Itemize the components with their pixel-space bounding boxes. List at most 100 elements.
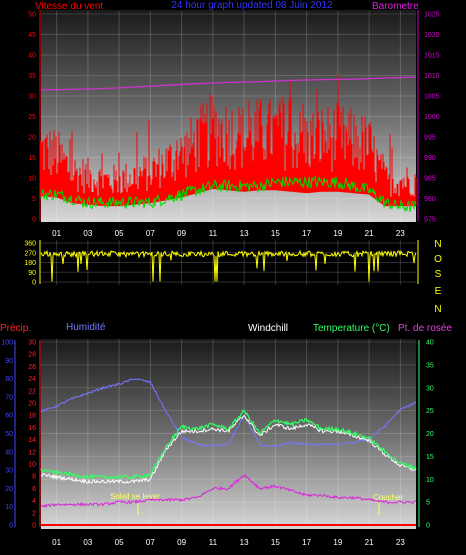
wind-direction-series: [40, 249, 417, 282]
barometer-axis-tick: 1015: [424, 53, 440, 60]
temp-x-tick: 07: [146, 538, 155, 547]
direction-axis-tick: 180: [24, 260, 36, 267]
temp-x-tick: 13: [240, 538, 249, 547]
wind-axis-tick: 45: [28, 32, 36, 39]
wind-x-tick: 11: [209, 229, 218, 238]
barometer-series: [40, 76, 417, 91]
precip-axis-tick: 6: [32, 486, 36, 493]
barometer-axis-tick: 995: [424, 135, 436, 142]
temperature-label: Temperature (°C): [313, 323, 390, 334]
humidity-axis-tick: 80: [5, 376, 13, 383]
barometer-axis-tick: 1020: [424, 32, 440, 39]
temp-x-tick: 09: [177, 538, 186, 547]
precip-axis-tick: 8: [32, 474, 36, 481]
wind-axis-tick: 15: [28, 155, 36, 162]
temp-x-tick: 23: [396, 538, 405, 547]
precip-axis-tick: 2: [32, 510, 36, 517]
humidity-series: [40, 378, 417, 448]
sunset-label: Coucher: [373, 493, 404, 502]
humidity-label: Humidité: [66, 322, 106, 333]
sunrise-label: Soleil se lever: [110, 492, 160, 501]
wind-axis-tick: 50: [28, 12, 36, 19]
temp-x-tick: 21: [365, 538, 374, 547]
temp-x-tick: 03: [83, 538, 92, 547]
wind-axis-tick: 30: [28, 94, 36, 101]
barometer-axis-tick: 1000: [424, 114, 440, 121]
precip-axis-tick: 16: [28, 425, 36, 432]
wind-axis-tick: 35: [28, 73, 36, 80]
precip-axis-tick: 4: [32, 498, 36, 505]
precip-axis-tick: 10: [28, 462, 36, 469]
precip-axis-tick: 12: [28, 449, 36, 456]
temperature-axis-tick: 30: [426, 385, 434, 392]
humidity-axis-tick: 10: [5, 504, 13, 511]
temperature-axis-tick: 35: [426, 362, 434, 369]
wind-axis-tick: 0: [32, 217, 36, 224]
humidity-axis-tick: 40: [5, 449, 13, 456]
humidity-axis-tick: 100: [1, 340, 13, 347]
wind-gust-series: [40, 74, 417, 207]
wind-axis-tick: 20: [28, 135, 36, 142]
direction-letter-n-top: N: [434, 239, 441, 250]
barometer-axis-tick: 985: [424, 176, 436, 183]
direction-axis-tick: 360: [24, 241, 36, 248]
precip-axis-tick: 22: [28, 388, 36, 395]
barometer-axis-tick: 1005: [424, 94, 440, 101]
wind-speed-label: Vitesse du vent: [35, 1, 103, 12]
temperature-axis-tick: 0: [426, 523, 430, 530]
precip-axis-tick: 24: [28, 376, 36, 383]
windchill-series: [40, 414, 417, 485]
barometer-label: Barometre: [372, 1, 419, 12]
precip-axis-tick: 26: [28, 364, 36, 371]
wind-x-tick: 17: [302, 229, 311, 238]
temp-x-tick: 15: [271, 538, 280, 547]
direction-axis-tick: 90: [28, 270, 36, 277]
direction-letter-n-bottom: N: [434, 304, 441, 315]
temp-x-tick: 11: [209, 538, 218, 547]
humidity-axis-tick: 60: [5, 413, 13, 420]
wind-x-tick: 03: [83, 229, 92, 238]
wind-axis-tick: 25: [28, 114, 36, 121]
temperature-axis-tick: 25: [426, 408, 434, 415]
barometer-axis-tick: 980: [424, 196, 436, 203]
temp-x-tick: 01: [52, 538, 61, 547]
precip-label: Précip.: [0, 323, 31, 334]
direction-axis-tick: 270: [24, 250, 36, 257]
humidity-axis-tick: 90: [5, 358, 13, 365]
precip-axis-tick: 14: [28, 437, 36, 444]
direction-axis-tick: 0: [32, 280, 36, 287]
direction-letter-s: S: [435, 269, 442, 280]
windchill-label: Windchill: [248, 323, 288, 334]
barometer-axis-tick: 990: [424, 155, 436, 162]
temperature-axis-tick: 20: [426, 431, 434, 438]
barometer-axis-tick: 975: [424, 217, 436, 224]
temp-x-tick: 19: [333, 538, 342, 547]
humidity-axis-tick: 70: [5, 394, 13, 401]
wind-axis-tick: 40: [28, 53, 36, 60]
precip-axis-tick: 28: [28, 352, 36, 359]
wind-average-series: [40, 175, 417, 213]
wind-x-tick: 07: [146, 229, 155, 238]
temperature-series: [40, 409, 417, 481]
series-lines: [40, 74, 417, 526]
axis-ticks: 0510152025303540455097598098599099510001…: [1, 10, 440, 547]
temperature-axis-tick: 10: [426, 477, 434, 484]
wind-x-tick: 23: [396, 229, 405, 238]
wind-x-tick: 01: [52, 229, 61, 238]
precip-axis-tick: 30: [28, 340, 36, 347]
direction-letter-e: E: [435, 286, 442, 297]
precip-axis-tick: 20: [28, 401, 36, 408]
humidity-axis-tick: 20: [5, 486, 13, 493]
temperature-axis-tick: 40: [426, 340, 434, 347]
humidity-axis-tick: 0: [9, 523, 13, 530]
temp-x-tick: 17: [302, 538, 311, 547]
barometer-axis-tick: 1010: [424, 73, 440, 80]
direction-letter-o: O: [434, 254, 442, 265]
graph-title: 24 hour graph updated 08 Juin 2012: [171, 0, 333, 11]
wind-axis-tick: 5: [32, 196, 36, 203]
wind-x-tick: 15: [271, 229, 280, 238]
wind-x-tick: 13: [240, 229, 249, 238]
direction-panel-bg: [41, 240, 416, 287]
wind-x-tick: 05: [115, 229, 124, 238]
